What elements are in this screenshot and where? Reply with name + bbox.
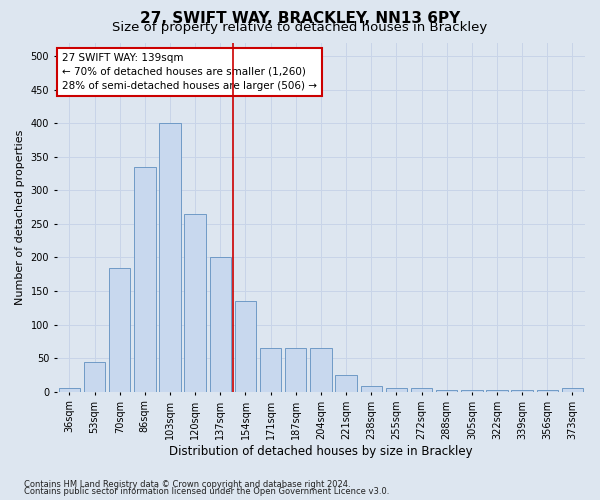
Bar — [562, 388, 583, 392]
Bar — [411, 388, 432, 392]
Bar — [486, 390, 508, 392]
Text: 27, SWIFT WAY, BRACKLEY, NN13 6PY: 27, SWIFT WAY, BRACKLEY, NN13 6PY — [140, 11, 460, 26]
Bar — [461, 390, 482, 392]
Text: Size of property relative to detached houses in Brackley: Size of property relative to detached ho… — [112, 22, 488, 35]
Bar — [160, 123, 181, 392]
Text: 27 SWIFT WAY: 139sqm
← 70% of detached houses are smaller (1,260)
28% of semi-de: 27 SWIFT WAY: 139sqm ← 70% of detached h… — [62, 53, 317, 91]
Bar — [235, 301, 256, 392]
Bar — [260, 348, 281, 392]
Text: Contains public sector information licensed under the Open Government Licence v3: Contains public sector information licen… — [24, 487, 389, 496]
Y-axis label: Number of detached properties: Number of detached properties — [15, 130, 25, 305]
Text: Contains HM Land Registry data © Crown copyright and database right 2024.: Contains HM Land Registry data © Crown c… — [24, 480, 350, 489]
Bar — [109, 268, 130, 392]
Bar — [386, 388, 407, 392]
Bar — [536, 390, 558, 392]
Bar — [184, 214, 206, 392]
Bar — [335, 375, 357, 392]
Bar — [511, 390, 533, 392]
Bar — [361, 386, 382, 392]
Bar — [436, 390, 457, 392]
Bar — [134, 167, 155, 392]
Bar — [59, 388, 80, 392]
Bar — [310, 348, 332, 392]
Bar — [285, 348, 307, 392]
Bar — [209, 258, 231, 392]
Bar — [84, 362, 105, 392]
X-axis label: Distribution of detached houses by size in Brackley: Distribution of detached houses by size … — [169, 444, 473, 458]
